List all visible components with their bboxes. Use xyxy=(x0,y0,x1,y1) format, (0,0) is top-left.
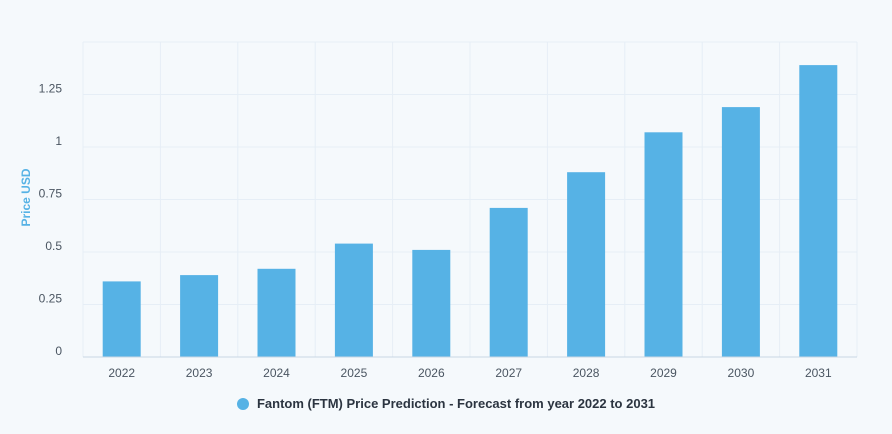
y-tick-label: 1 xyxy=(55,134,62,148)
legend-label: Fantom (FTM) Price Prediction - Forecast… xyxy=(256,396,656,411)
bar xyxy=(489,207,528,357)
y-tick-label: 0.25 xyxy=(39,292,63,306)
bars xyxy=(102,65,838,357)
legend: Fantom (FTM) Price Prediction - Forecast… xyxy=(0,396,892,411)
y-tick-label: 0.5 xyxy=(45,239,62,253)
x-tick-label: 2024 xyxy=(263,366,290,380)
y-axis-label: Price USD xyxy=(19,168,33,226)
x-tick-label: 2031 xyxy=(805,366,832,380)
y-tick-label: 0 xyxy=(55,344,62,358)
bar xyxy=(644,132,683,357)
bar xyxy=(721,107,760,357)
x-tick-label: 2023 xyxy=(186,366,213,380)
x-tick-label: 2030 xyxy=(728,366,755,380)
x-tick-label: 2027 xyxy=(495,366,522,380)
bar xyxy=(180,275,219,357)
x-tick-label: 2028 xyxy=(573,366,600,380)
bar xyxy=(799,65,838,357)
legend-dot-icon xyxy=(236,397,249,410)
axes: 2022 2023 2024 2025 2026 2027 2028 2029 2030 2031… xyxy=(39,82,857,380)
bar xyxy=(567,172,606,357)
x-tick-label: 2026 xyxy=(418,366,445,380)
bar xyxy=(334,243,373,357)
bar xyxy=(412,249,451,357)
bar xyxy=(102,281,141,357)
x-tick-label: 2025 xyxy=(341,366,368,380)
grid-lines xyxy=(82,41,858,358)
bar xyxy=(257,268,296,357)
x-tick-label: 2022 xyxy=(108,366,135,380)
y-tick-label: 1.25 xyxy=(39,82,63,96)
x-tick-label: 2029 xyxy=(650,366,677,380)
y-tick-label: 0.75 xyxy=(39,187,63,201)
legend-item[interactable]: Fantom (FTM) Price Prediction - Forecast… xyxy=(236,396,656,411)
